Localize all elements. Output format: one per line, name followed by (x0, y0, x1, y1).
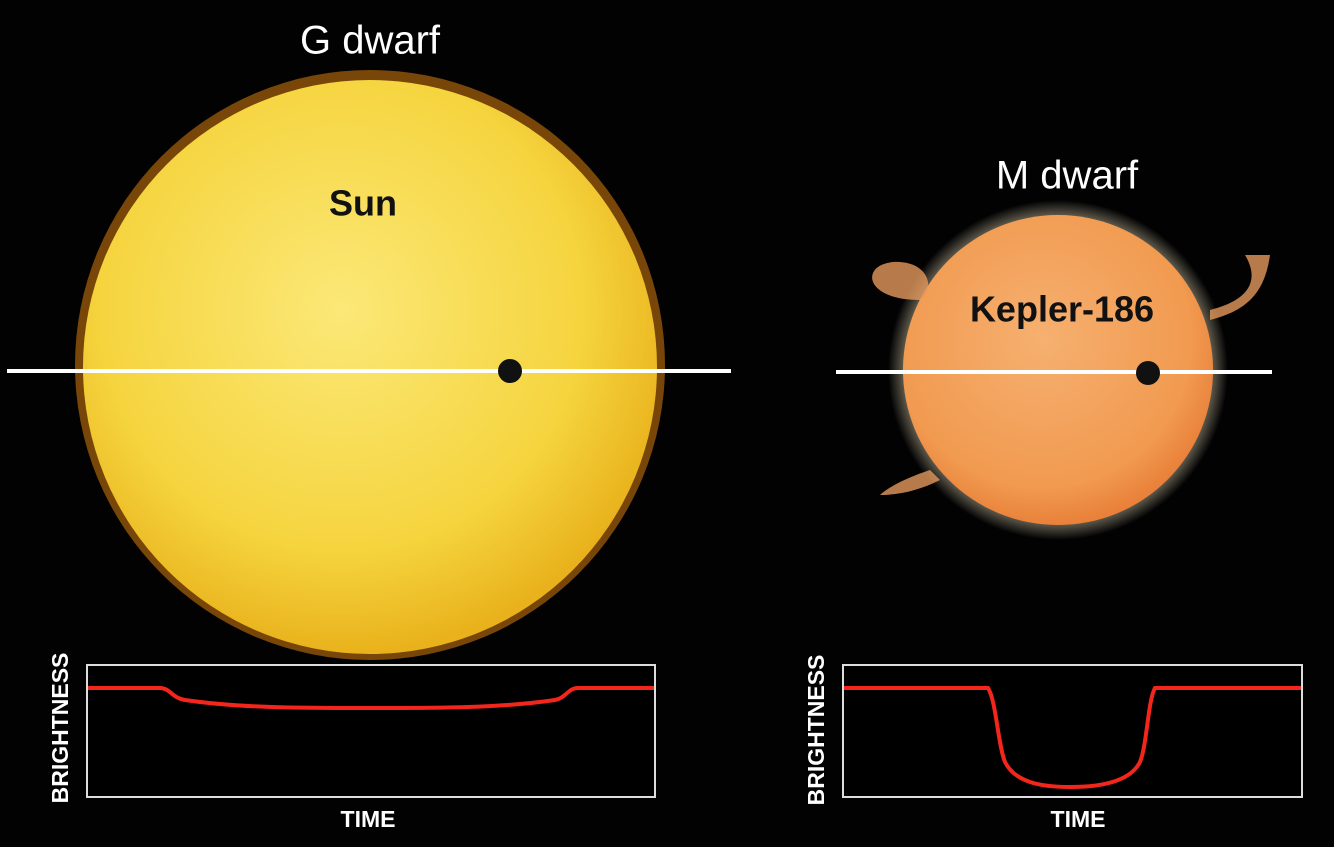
planet (1136, 361, 1160, 385)
light-curve-box (842, 664, 1303, 798)
star-label: Kepler-186 (970, 289, 1154, 330)
x-axis-label: TIME (1051, 806, 1106, 832)
prominence (1210, 255, 1270, 320)
light-curve-box (86, 664, 656, 798)
x-axis-label: TIME (341, 806, 396, 832)
panel-title: M dwarf (996, 154, 1139, 198)
prominence (880, 470, 940, 495)
star-label: Sun (329, 183, 397, 224)
light-curve (844, 686, 1301, 790)
y-axis-label: BRIGHTNESS (803, 655, 829, 806)
panel-title: G dwarf (300, 19, 441, 63)
y-axis-label: BRIGHTNESS (47, 653, 73, 804)
prominence (872, 261, 929, 300)
planet (498, 359, 522, 383)
sun (83, 80, 657, 654)
light-curve (88, 686, 654, 710)
